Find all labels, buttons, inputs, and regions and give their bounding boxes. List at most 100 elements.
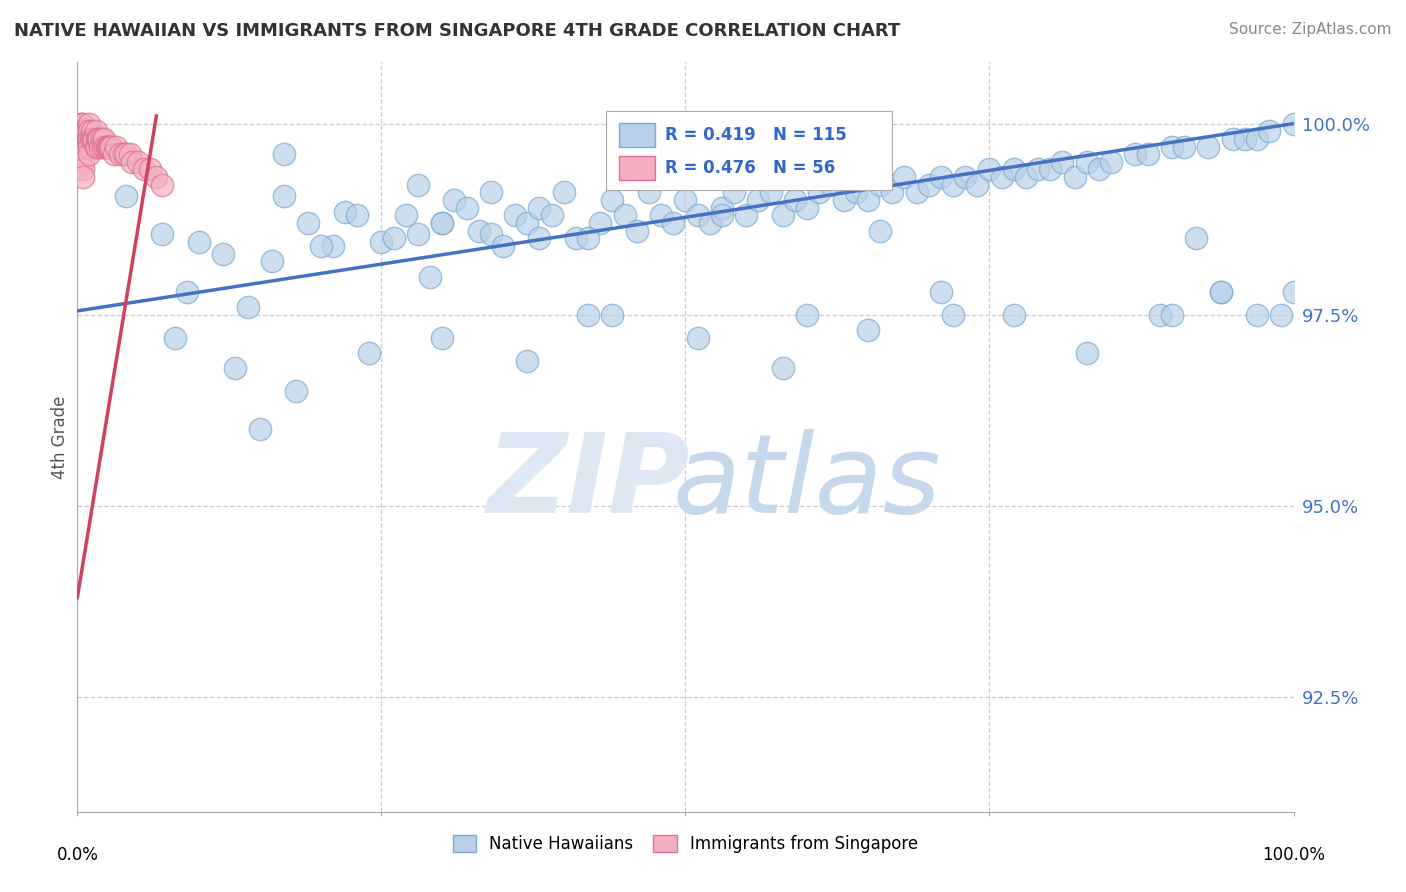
Point bbox=[686, 331, 709, 345]
Point bbox=[1282, 285, 1305, 299]
Point bbox=[152, 227, 174, 242]
Point bbox=[1185, 231, 1208, 245]
Point bbox=[576, 231, 599, 245]
Point bbox=[1125, 147, 1147, 161]
Point bbox=[772, 361, 794, 376]
Point bbox=[406, 227, 429, 242]
Point bbox=[1076, 154, 1098, 169]
Point bbox=[686, 208, 709, 222]
Point bbox=[443, 193, 465, 207]
Point bbox=[467, 224, 489, 238]
Point bbox=[73, 124, 96, 138]
Point bbox=[1002, 162, 1025, 177]
FancyBboxPatch shape bbox=[606, 112, 893, 190]
Point bbox=[89, 139, 111, 153]
Point bbox=[98, 139, 121, 153]
Point bbox=[808, 186, 831, 200]
Point bbox=[540, 208, 562, 222]
Bar bbox=[619, 156, 655, 180]
Point bbox=[89, 132, 111, 146]
Point bbox=[163, 331, 186, 345]
Point bbox=[796, 201, 818, 215]
Point bbox=[72, 147, 94, 161]
Point bbox=[990, 170, 1012, 185]
Point bbox=[72, 132, 94, 146]
Point bbox=[953, 170, 976, 185]
Point bbox=[979, 162, 1001, 177]
Point bbox=[152, 178, 174, 192]
Point bbox=[100, 139, 122, 153]
Point bbox=[1270, 308, 1292, 322]
Text: 100.0%: 100.0% bbox=[1263, 847, 1324, 864]
Point bbox=[70, 117, 93, 131]
Point bbox=[675, 193, 697, 207]
Point bbox=[893, 170, 915, 185]
Point bbox=[346, 208, 368, 222]
Point bbox=[72, 170, 94, 185]
Point bbox=[118, 147, 141, 161]
Point bbox=[516, 216, 538, 230]
Point bbox=[97, 139, 120, 153]
Point bbox=[479, 186, 502, 200]
Point bbox=[1246, 132, 1268, 146]
Point bbox=[1088, 162, 1111, 177]
Point bbox=[869, 224, 891, 238]
Point bbox=[370, 235, 392, 249]
Text: atlas: atlas bbox=[672, 428, 942, 535]
Point bbox=[76, 124, 98, 138]
Legend: Native Hawaiians, Immigrants from Singapore: Native Hawaiians, Immigrants from Singap… bbox=[446, 828, 925, 860]
Point bbox=[382, 231, 405, 245]
Point bbox=[1161, 308, 1184, 322]
Point bbox=[492, 239, 515, 253]
Point bbox=[188, 235, 211, 249]
Point bbox=[79, 147, 101, 161]
Point bbox=[309, 239, 332, 253]
Point bbox=[359, 346, 381, 360]
Point bbox=[84, 124, 107, 138]
Point bbox=[97, 139, 120, 153]
Y-axis label: 4th Grade: 4th Grade bbox=[51, 395, 69, 479]
Point bbox=[297, 216, 319, 230]
Point bbox=[406, 178, 429, 192]
Point bbox=[285, 384, 308, 399]
Point bbox=[1026, 162, 1049, 177]
Point bbox=[602, 193, 624, 207]
Point bbox=[1063, 170, 1085, 185]
Point bbox=[905, 186, 928, 200]
Point bbox=[212, 246, 235, 260]
Point bbox=[1149, 308, 1171, 322]
Point bbox=[395, 208, 418, 222]
Point bbox=[1076, 346, 1098, 360]
Point bbox=[419, 269, 441, 284]
Point bbox=[638, 186, 661, 200]
Point bbox=[76, 132, 98, 146]
Point bbox=[145, 170, 167, 185]
Point bbox=[856, 193, 879, 207]
Point bbox=[249, 422, 271, 436]
Point bbox=[723, 186, 745, 200]
Point bbox=[72, 139, 94, 153]
Point bbox=[79, 124, 101, 138]
Point bbox=[650, 208, 672, 222]
Point bbox=[772, 208, 794, 222]
Point bbox=[929, 170, 952, 185]
Point bbox=[565, 231, 588, 245]
Point bbox=[80, 132, 103, 146]
Point bbox=[1233, 132, 1256, 146]
Point bbox=[516, 353, 538, 368]
Point bbox=[86, 139, 108, 153]
Point bbox=[72, 124, 94, 138]
Point bbox=[1246, 308, 1268, 322]
Point bbox=[121, 154, 143, 169]
Point bbox=[72, 162, 94, 177]
Point bbox=[83, 132, 105, 146]
Point bbox=[115, 147, 138, 161]
Point bbox=[602, 308, 624, 322]
Point bbox=[94, 139, 117, 153]
Point bbox=[105, 139, 128, 153]
Point bbox=[176, 285, 198, 299]
Point bbox=[70, 124, 93, 138]
Text: 0.0%: 0.0% bbox=[56, 847, 98, 864]
Point bbox=[91, 139, 114, 153]
Point bbox=[832, 193, 855, 207]
